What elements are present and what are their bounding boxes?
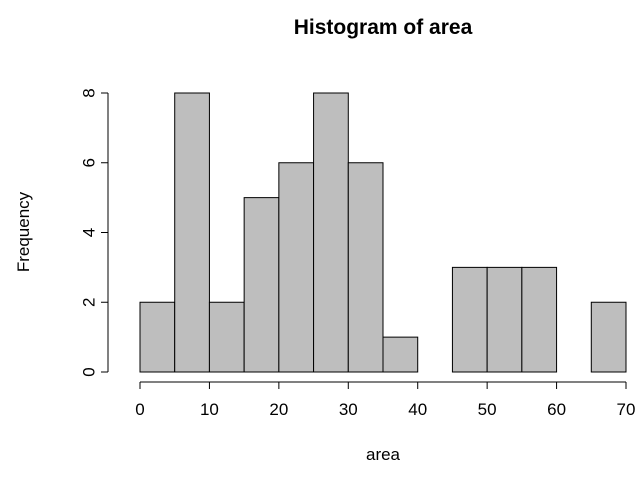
histogram-bar-1 bbox=[174, 92, 210, 373]
histogram-bar-2 bbox=[208, 301, 245, 373]
histogram-bar-11 bbox=[521, 266, 558, 373]
y-axis-label: Frequency bbox=[14, 191, 33, 272]
chart-title: Histogram of area bbox=[294, 16, 473, 39]
x-axis-label: area bbox=[366, 445, 401, 464]
x-tick-label-6: 60 bbox=[547, 400, 566, 419]
bars-group bbox=[139, 92, 627, 373]
histogram-bar-4 bbox=[278, 162, 315, 373]
histogram-bar-13 bbox=[590, 301, 627, 373]
x-tick-label-4: 40 bbox=[408, 400, 427, 419]
x-tick-label-7: 70 bbox=[617, 400, 636, 419]
y-axis: 0 2 4 6 8 bbox=[80, 88, 109, 377]
x-axis: 0 10 20 30 40 50 60 70 bbox=[135, 381, 636, 419]
x-tick-label-0: 0 bbox=[135, 400, 144, 419]
histogram-bar-6 bbox=[347, 162, 384, 373]
y-tick-label-2: 4 bbox=[80, 228, 99, 237]
x-tick-label-5: 50 bbox=[478, 400, 497, 419]
histogram-bar-9 bbox=[451, 266, 488, 373]
histogram-bar-3 bbox=[243, 197, 280, 373]
histogram-bar-0 bbox=[139, 301, 176, 373]
y-tick-label-1: 2 bbox=[80, 298, 99, 307]
x-tick-label-1: 10 bbox=[200, 400, 219, 419]
y-tick-label-0: 0 bbox=[80, 367, 99, 376]
histogram-bar-5 bbox=[313, 92, 349, 373]
x-tick-label-3: 30 bbox=[339, 400, 358, 419]
y-tick-label-3: 6 bbox=[80, 158, 99, 167]
histogram-bar-10 bbox=[486, 266, 523, 373]
x-tick-label-2: 20 bbox=[269, 400, 288, 419]
y-tick-label-4: 8 bbox=[80, 88, 99, 97]
histogram-bar-7 bbox=[382, 336, 419, 373]
